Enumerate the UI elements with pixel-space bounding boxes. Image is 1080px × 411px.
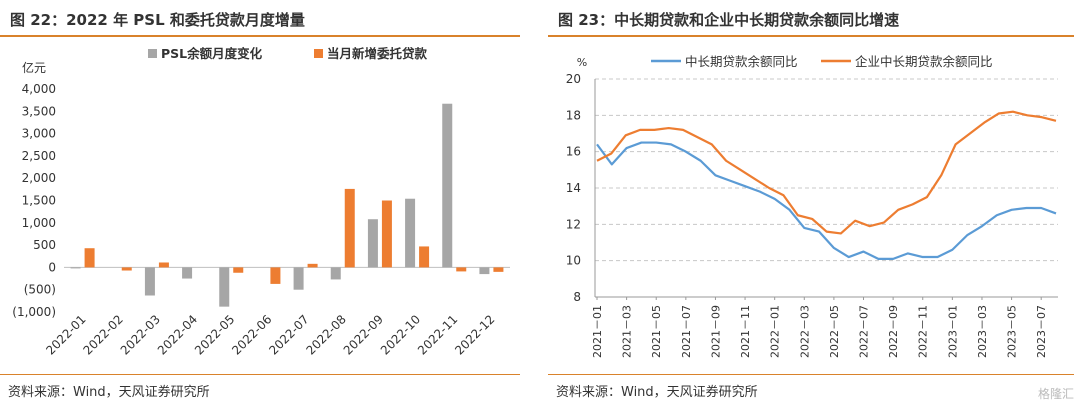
left-bar-chart: 亿元 (1,000) (500) 0 500 1,000 1,500 2,000 2,500 3,…	[12, 46, 510, 358]
right-x-tick-label: 2023－03	[976, 305, 989, 358]
entrusted-loan-bar	[84, 248, 95, 268]
right-x-tick-label: 2021－07	[680, 305, 693, 358]
left-y-tick-label: (500)	[24, 283, 56, 297]
psl-bar	[330, 267, 341, 280]
entrusted-loan-bar	[158, 262, 169, 268]
right-y-tick-label: 10	[566, 254, 581, 268]
left-chart-title: 图 22：2022 年 PSL 和委托贷款月度增量	[10, 11, 305, 29]
right-y-tick-label: 8	[573, 290, 581, 304]
entrusted-loan-bar	[233, 267, 244, 273]
right-chart-panel: 图 23：中长期贷款和企业中长期贷款余额同比增速 % 8 10 12 14 16 18 20 2…	[548, 0, 1080, 411]
psl-bar	[479, 267, 490, 275]
right-line-chart: % 8 10 12 14 16 18 20 2021－01 2021－03 2021－05 2021－…	[566, 54, 1058, 358]
left-x-tick-label: 2022-01	[43, 312, 88, 357]
right-x-tick-label: 2023－07	[1035, 305, 1048, 358]
right-x-tick-label: 2021－05	[650, 305, 663, 358]
left-y-tick-label: 2,500	[22, 149, 56, 163]
entrusted-loan-bar	[270, 267, 281, 284]
left-y-tick-label: 1,000	[22, 216, 56, 230]
psl-bar	[219, 267, 230, 307]
left-y-tick-label: 1,500	[22, 194, 56, 208]
entrusted-loan-bar	[121, 267, 132, 271]
left-legend-label: PSL余额月度变化	[161, 46, 263, 61]
entrusted-loan-bar	[419, 246, 430, 268]
left-y-unit-label: 亿元	[22, 60, 46, 75]
left-legend-swatch	[314, 49, 323, 58]
right-source-text: 资料来源：Wind，天风证券研究所	[556, 385, 758, 400]
right-y-tick-label: 16	[566, 145, 581, 159]
left-y-tick-label: 500	[33, 238, 56, 252]
left-title-rule	[0, 35, 520, 37]
left-x-tick-label: 2022-09	[341, 312, 386, 357]
left-y-tick-label: 2,000	[22, 171, 56, 185]
right-x-tick-label: 2022－05	[828, 305, 841, 358]
entrusted-loan-bar	[344, 188, 355, 268]
left-x-tick-label: 2022-12	[452, 312, 497, 357]
left-x-tick-label: 2022-05	[192, 312, 237, 357]
right-x-tick-label: 2021－09	[709, 305, 722, 358]
left-source-text: 资料来源：Wind，天风证券研究所	[8, 385, 210, 400]
left-x-tick-label: 2022-08	[304, 312, 349, 357]
right-x-tick-label: 2023－05	[1006, 305, 1019, 358]
psl-bar	[442, 103, 453, 268]
psl-bar	[367, 219, 378, 268]
psl-bar	[182, 267, 193, 279]
right-y-tick-label: 12	[566, 217, 581, 231]
left-y-tick-label: 3,000	[22, 127, 56, 141]
left-chart-panel: 图 22：2022 年 PSL 和委托贷款月度增量 亿元 (1,000) (500)…	[0, 0, 528, 411]
entrusted-loan-bar	[493, 267, 504, 272]
psl-bar	[144, 267, 155, 296]
right-x-tick-label: 2022－03	[798, 305, 811, 358]
right-x-tick-label: 2022－11	[917, 305, 930, 358]
left-y-tick-label: 3,500	[22, 104, 56, 118]
right-y-unit-label: %	[577, 56, 587, 69]
right-x-tick-label: 2022－09	[887, 305, 900, 358]
right-chart-title: 图 23：中长期贷款和企业中长期贷款余额同比增速	[558, 11, 900, 29]
entrusted-loan-bar	[456, 267, 467, 272]
right-y-tick-label: 20	[566, 72, 581, 86]
left-x-tick-label: 2022-11	[415, 312, 460, 357]
left-source-rule	[0, 374, 520, 375]
left-y-tick-label: 0	[48, 260, 56, 274]
right-x-tick-label: 2022－01	[769, 305, 782, 358]
left-x-tick-label: 2022-07	[266, 312, 311, 357]
left-x-tick-label: 2022-04	[155, 312, 200, 357]
left-y-tick-label: 4,000	[22, 82, 56, 96]
left-y-tick-label: (1,000)	[12, 305, 56, 319]
psl-bar	[70, 267, 81, 269]
entrusted-loan-bar	[381, 200, 392, 268]
left-legend-swatch	[148, 49, 157, 58]
right-x-tick-label: 2023－01	[946, 305, 959, 358]
right-legend-label: 企业中长期贷款余额同比	[855, 54, 993, 69]
right-x-tick-label: 2021－03	[621, 305, 634, 358]
mid-long-loan-line	[596, 141, 1057, 260]
entrusted-loan-bar	[307, 263, 318, 268]
left-x-tick-label: 2022-02	[81, 312, 126, 357]
corporate-mid-long-loan-line	[596, 110, 1057, 235]
psl-bar	[405, 198, 416, 268]
right-y-tick-label: 14	[566, 181, 581, 195]
right-x-tick-label: 2022－07	[858, 305, 871, 358]
right-title-rule	[548, 35, 1074, 37]
right-legend-label: 中长期贷款余额同比	[685, 54, 798, 69]
left-x-tick-label: 2022-03	[118, 312, 163, 357]
right-x-tick-label: 2021－01	[591, 305, 604, 358]
right-source-rule	[548, 374, 1074, 375]
left-x-tick-label: 2022-10	[378, 312, 423, 357]
left-x-tick-label: 2022-06	[229, 312, 274, 357]
right-x-tick-label: 2021－11	[739, 305, 752, 358]
right-y-tick-label: 18	[566, 108, 581, 122]
left-legend-label: 当月新增委托贷款	[327, 46, 428, 61]
watermark-logo: 格隆汇	[1037, 387, 1074, 401]
psl-bar	[293, 267, 304, 290]
